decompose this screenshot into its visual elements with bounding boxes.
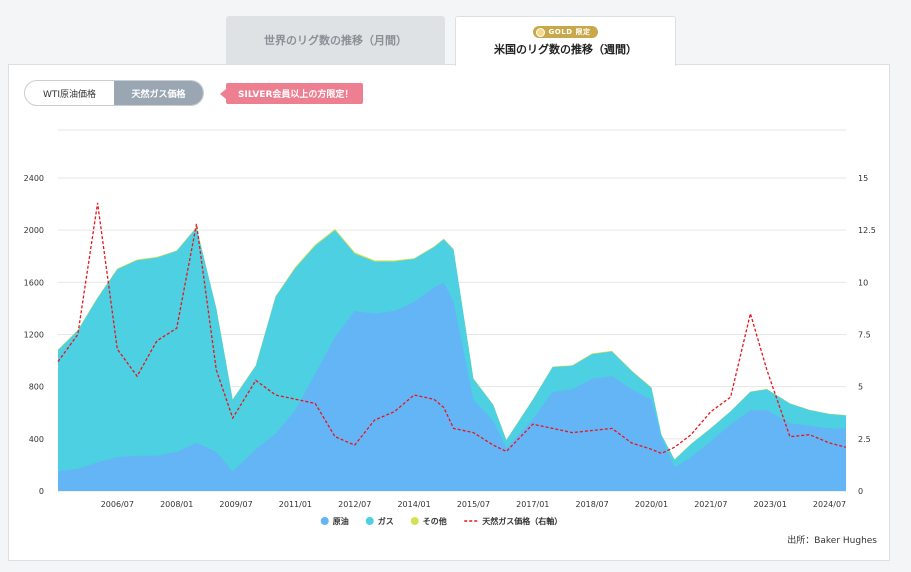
toggle-wti-button[interactable]: WTI原油価格	[42, 89, 97, 100]
area-series-oil	[58, 282, 846, 491]
y-left-tick-label: 0	[39, 487, 44, 496]
x-tick-label: 2008/01	[160, 500, 193, 509]
y-right-tick-label: 15	[858, 174, 868, 183]
legend-label: 原油	[333, 516, 349, 526]
y-left-tick-label: 800	[29, 383, 44, 392]
gold-badge-label: GOLD 限定	[548, 28, 591, 36]
price-toggle: WTI原油価格 天然ガス価格	[24, 80, 204, 106]
legend-label: 天然ガス価格（右軸）	[482, 516, 562, 526]
x-tick-label: 2011/01	[279, 500, 312, 509]
silver-members-notice: SILVER会員以上の方限定！	[219, 83, 364, 104]
tab-monthly-label: 世界のリグ数の推移（月間）	[264, 34, 407, 47]
y-right-tick-label: 12.5	[858, 226, 876, 235]
y-left-tick-label: 2400	[24, 174, 44, 183]
y-right-tick-label: 2.5	[858, 435, 871, 444]
x-tick-label: 2023/01	[754, 500, 787, 509]
y-left-tick-label: 1200	[24, 331, 44, 340]
price-line-natural-gas	[57, 202, 847, 455]
y-left-tick-label: 400	[29, 435, 44, 444]
x-tick-label: 2017/01	[516, 500, 549, 509]
x-tick-label: 2014/01	[397, 500, 430, 509]
legend-label: ガス	[378, 516, 394, 526]
x-tick-label: 2015/07	[457, 500, 490, 509]
y-right-tick-label: 0	[858, 487, 863, 496]
legend-label: その他	[423, 516, 447, 526]
y-right-tick-label: 10	[858, 278, 868, 287]
x-tick-label: 2018/07	[576, 500, 609, 509]
y-right-tick-label: 5	[858, 383, 863, 392]
legend-marker	[320, 517, 329, 525]
y-left-tick-label: 1600	[24, 278, 44, 287]
tab-weekly-label: 米国のリグ数の推移（週間）	[494, 43, 637, 56]
x-tick-label: 2012/07	[338, 500, 371, 509]
x-tick-label: 2024/07	[813, 500, 846, 509]
x-tick-label: 2006/07	[101, 500, 134, 509]
x-tick-label: 2009/07	[219, 500, 252, 509]
y-left-tick-label: 2000	[24, 226, 44, 235]
tab-weekly-us-rigs[interactable]: GOLD 限定 米国のリグ数の推移（週間）	[455, 16, 676, 66]
y-right-tick-label: 7.5	[858, 331, 871, 340]
x-tick-label: 2020/01	[635, 500, 668, 509]
source-note: 出所：Baker Hughes	[787, 536, 877, 546]
legend-marker	[365, 517, 374, 525]
toggle-gas-button[interactable]: 天然ガス価格	[114, 81, 203, 105]
legend-marker	[410, 517, 419, 525]
x-tick-label: 2021/07	[694, 500, 727, 509]
gold-badge: GOLD 限定	[532, 26, 599, 38]
tab-monthly-global-rigs[interactable]: 世界のリグ数の推移（月間）	[226, 16, 445, 64]
gold-coin-icon	[535, 27, 545, 37]
